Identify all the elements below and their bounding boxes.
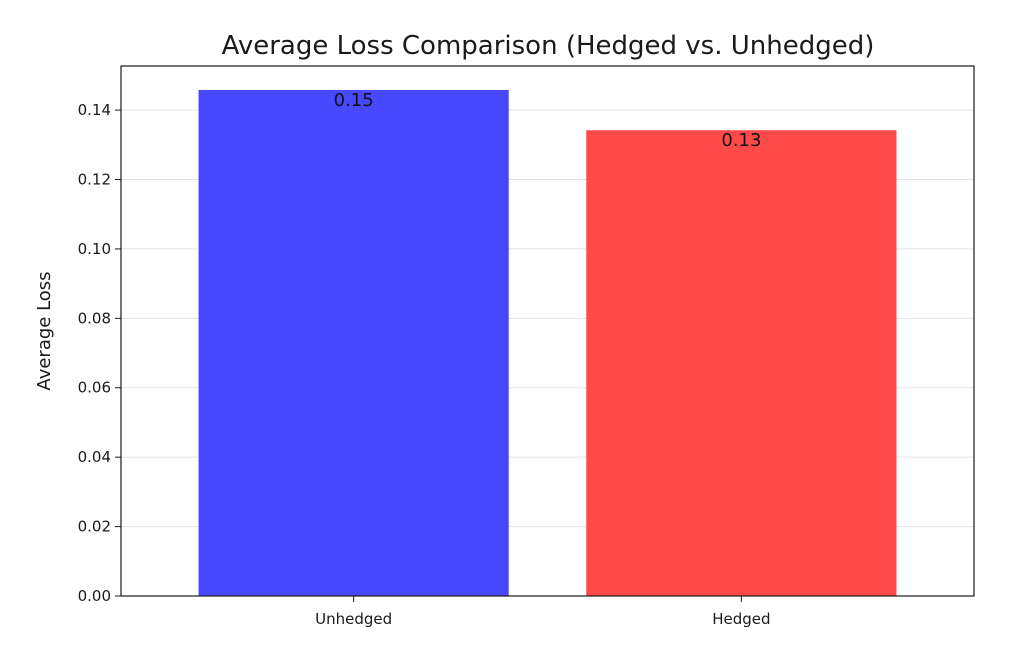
x-tick-label: Hedged (712, 610, 770, 628)
bar-value-label: 0.15 (334, 90, 374, 111)
y-axis-ticks: 0.00 0.02 0.04 0.06 0.08 0.10 0.12 0.14 (78, 101, 121, 605)
y-tick-label: 0.14 (78, 101, 111, 119)
x-tick-label: Unhedged (315, 610, 392, 628)
y-tick-label: 0.06 (78, 379, 111, 397)
x-axis-ticks: Unhedged Hedged (315, 596, 771, 628)
bars-layer (198, 89, 897, 597)
y-tick-label: 0.00 (78, 587, 111, 605)
y-tick-label: 0.12 (78, 170, 111, 188)
y-tick-label: 0.04 (78, 448, 111, 466)
y-tick-label: 0.10 (78, 240, 111, 258)
bar-value-labels: 0.15 0.13 (334, 90, 762, 151)
y-tick-label: 0.08 (78, 309, 111, 327)
y-tick-label: 0.02 (78, 518, 111, 536)
bar-value-label: 0.13 (721, 130, 761, 151)
y-axis-label: Average Loss (34, 271, 55, 390)
plot-frame (120, 65, 975, 597)
bar-hedged (586, 130, 897, 596)
bar-unhedged (198, 89, 509, 597)
chart-title: Average Loss Comparison (Hedged vs. Unhe… (222, 31, 875, 61)
